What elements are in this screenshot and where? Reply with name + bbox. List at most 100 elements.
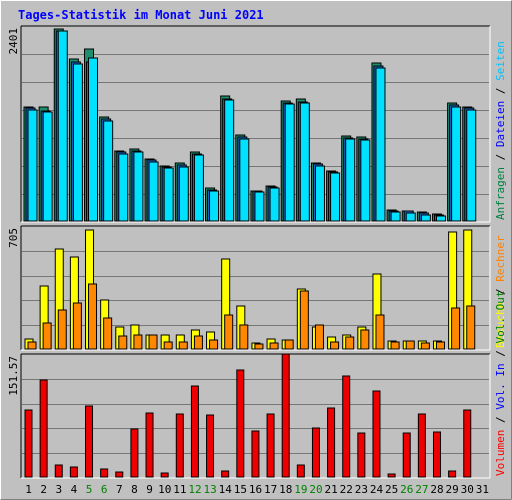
bar-seiten: [254, 191, 265, 222]
bar-volumen: [432, 431, 441, 478]
bar-seiten: [314, 165, 325, 222]
x-tick-label: 30: [461, 483, 474, 496]
x-tick-label: 31: [476, 483, 489, 496]
bar-seiten: [405, 212, 416, 222]
bar-volumen: [463, 409, 472, 478]
legend-item: Seiten: [494, 41, 507, 81]
panel-2-legend: Besuche / Rechner: [494, 235, 507, 348]
legend-separator: /: [494, 81, 507, 101]
bar-volumen: [160, 472, 169, 478]
x-tick-label: 1: [25, 483, 32, 496]
bar-seiten: [345, 138, 356, 222]
legend-separator: /: [494, 147, 507, 167]
bar-seiten: [209, 190, 220, 222]
bar-seiten: [133, 151, 144, 222]
bar-volumen: [69, 466, 78, 478]
bar-rechner: [239, 324, 249, 350]
bar-rechner: [133, 334, 143, 350]
bar-rechner: [435, 341, 445, 350]
bar-volumen: [236, 369, 245, 478]
legend-item: Anfragen: [494, 167, 507, 220]
x-tick-label: 24: [370, 483, 384, 496]
bar-seiten: [420, 214, 431, 222]
panel-1-legend: Anfragen / Dateien / Seiten: [494, 41, 507, 220]
bar-rechner: [451, 307, 461, 350]
x-tick-label: 12: [188, 483, 201, 496]
panel-3-ymax-label: 151.57: [7, 356, 20, 396]
x-tick-label: 17: [264, 483, 277, 496]
bar-seiten: [239, 138, 250, 222]
bar-volumen: [448, 470, 457, 478]
bar-rechner: [254, 343, 264, 350]
x-tick-label: 3: [56, 483, 63, 496]
bar-volumen: [130, 428, 139, 478]
bar-rechner: [88, 283, 98, 350]
bar-rechner: [148, 334, 158, 350]
bar-seiten: [299, 102, 310, 222]
bar-rechner: [299, 290, 309, 350]
bar-seiten: [193, 154, 204, 222]
x-tick-label: 11: [173, 483, 186, 496]
legend-item: Rechner: [494, 235, 507, 282]
bar-rechner: [178, 341, 188, 350]
legend-item: Vol. In: [494, 363, 507, 409]
bar-rechner: [466, 305, 476, 350]
x-tick-label: 27: [415, 483, 428, 496]
bar-rechner: [269, 342, 279, 350]
bar-seiten: [72, 63, 83, 222]
panel-3-legend: Volumen / Vol. In / Vol. Out: [494, 291, 507, 476]
bar-rechner: [224, 314, 234, 350]
bar-rechner: [405, 340, 415, 350]
x-tick-label: 15: [234, 483, 247, 496]
bar-volumen: [372, 390, 381, 478]
bar-volumen: [39, 379, 48, 478]
legend-item: Vol. Out: [494, 291, 507, 344]
bar-volumen: [85, 405, 94, 478]
bar-volumen: [342, 375, 351, 478]
legend-item: Volumen: [494, 430, 507, 476]
bar-seiten: [57, 30, 68, 222]
x-tick-label: 2: [40, 483, 47, 496]
x-tick-label: 23: [355, 483, 368, 496]
x-tick-label: 13: [203, 483, 216, 496]
x-tick-label: 5: [86, 483, 93, 496]
panel-1-ymax-label: 2401: [7, 28, 20, 55]
bar-seiten: [118, 153, 129, 222]
bar-volumen: [402, 432, 411, 478]
legend-item: Dateien: [494, 101, 507, 147]
bar-rechner: [103, 317, 113, 350]
bar-volumen: [266, 413, 275, 478]
bar-volumen: [24, 409, 33, 478]
legend-separator: /: [494, 344, 507, 364]
bar-volumen: [311, 427, 320, 478]
bar-seiten: [224, 99, 235, 222]
bar-seiten: [360, 139, 371, 222]
bar-seiten: [178, 166, 189, 222]
bar-rechner: [375, 314, 385, 350]
bar-volumen: [221, 470, 230, 478]
bar-rechner: [314, 324, 324, 350]
bar-seiten: [451, 106, 462, 222]
x-tick-label: 10: [158, 483, 171, 496]
legend-item: Besuche: [494, 302, 507, 348]
x-tick-label: 18: [279, 483, 292, 496]
bar-rechner: [118, 335, 128, 350]
bar-seiten: [330, 172, 341, 222]
bar-volumen: [417, 413, 426, 478]
bar-rechner: [27, 341, 37, 350]
bar-rechner: [72, 302, 82, 350]
x-tick-label: 9: [146, 483, 153, 496]
x-tick-label: 6: [101, 483, 108, 496]
bar-volumen: [115, 471, 124, 478]
x-tick-label: 16: [249, 483, 262, 496]
bar-volumen: [175, 413, 184, 478]
bar-volumen: [206, 414, 215, 478]
x-tick-label: 14: [219, 483, 233, 496]
bar-seiten: [148, 161, 159, 222]
x-tick-label: 28: [430, 483, 443, 496]
legend-separator: /: [494, 410, 507, 430]
bar-volumen: [296, 464, 305, 478]
bar-seiten: [27, 109, 38, 222]
